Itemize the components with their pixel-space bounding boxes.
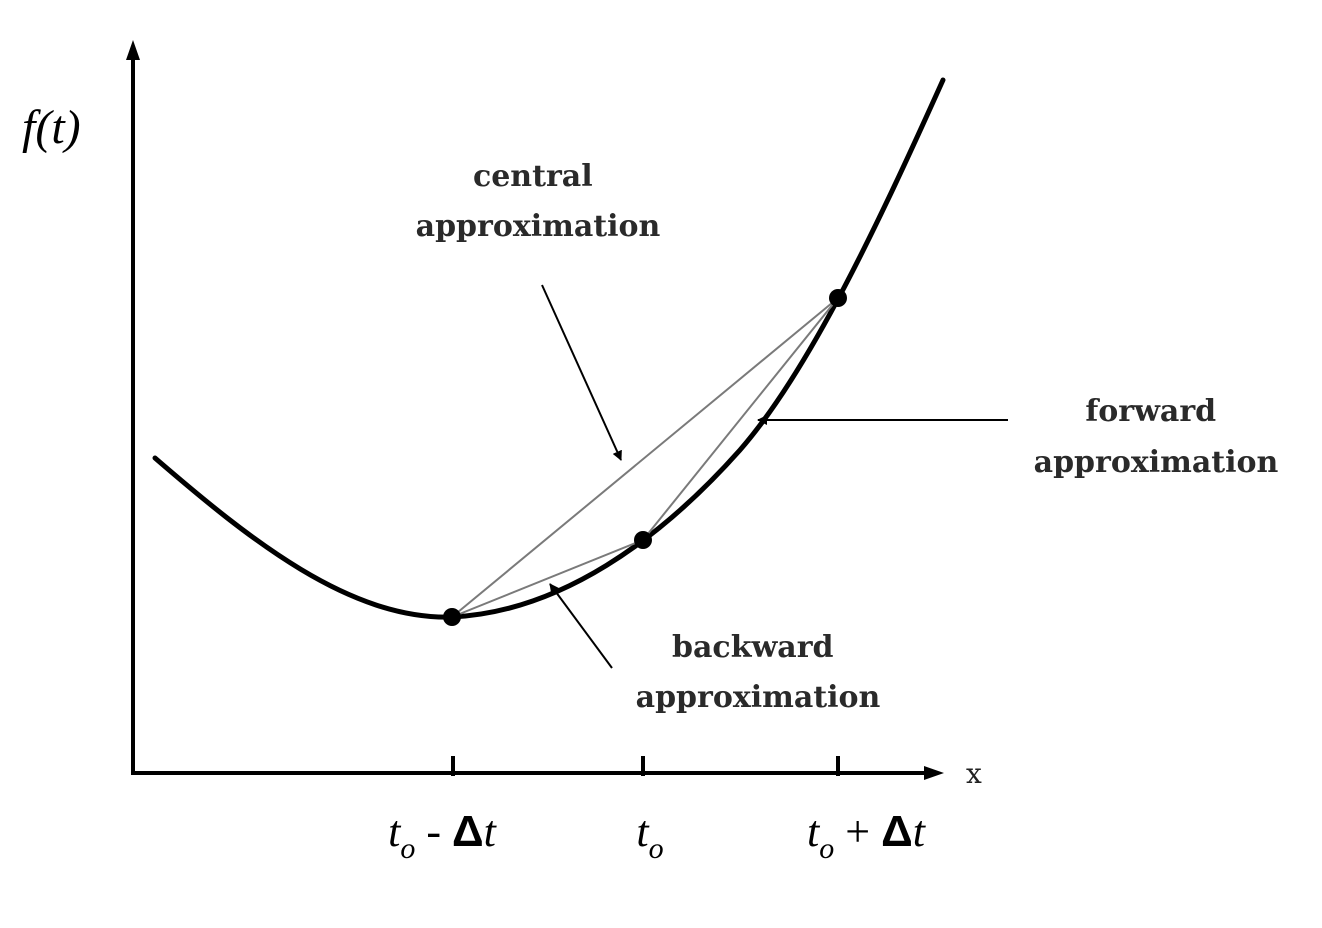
central-label-line1: central [473, 159, 593, 194]
tick-label-left-sub: o [400, 832, 415, 865]
tick-label-left-op: - [415, 807, 452, 856]
central-pointer-arrow [542, 285, 621, 460]
central-label-line2: approximation [416, 209, 661, 244]
x-axis-label: x [966, 757, 982, 790]
forward-label-line2: approximation [1034, 445, 1279, 480]
y-axis-label: f(t) [22, 101, 81, 154]
tick-label-left-tail: t [484, 807, 498, 856]
central-label: central approximation [416, 159, 661, 244]
backward-label: backward approximation [636, 630, 881, 715]
tick-label-left: to - Δt [388, 807, 498, 865]
forward-label: forward approximation [1034, 394, 1279, 480]
backward-secant [452, 540, 643, 617]
tick-label-right-sub: o [819, 832, 834, 865]
backward-pointer-arrow [550, 584, 612, 668]
tick-label-center-sub: o [649, 832, 664, 865]
point-center [634, 531, 652, 549]
point-left [443, 608, 461, 626]
tick-label-center: to [636, 807, 663, 865]
central-secant [452, 298, 838, 617]
backward-label-line1: backward [672, 630, 834, 665]
point-right [829, 289, 847, 307]
tick-label-right-delta: Δ [881, 807, 913, 856]
tick-label-right-tail: t [913, 807, 927, 856]
backward-label-line2: approximation [636, 680, 881, 715]
x-axis-arrowhead [924, 766, 944, 780]
forward-label-line1: forward [1085, 394, 1216, 429]
tick-label-right-op: + [834, 807, 881, 856]
tick-label-right: to + Δt [807, 807, 927, 865]
tick-label-left-delta: Δ [452, 807, 484, 856]
y-axis-arrowhead [126, 40, 140, 60]
